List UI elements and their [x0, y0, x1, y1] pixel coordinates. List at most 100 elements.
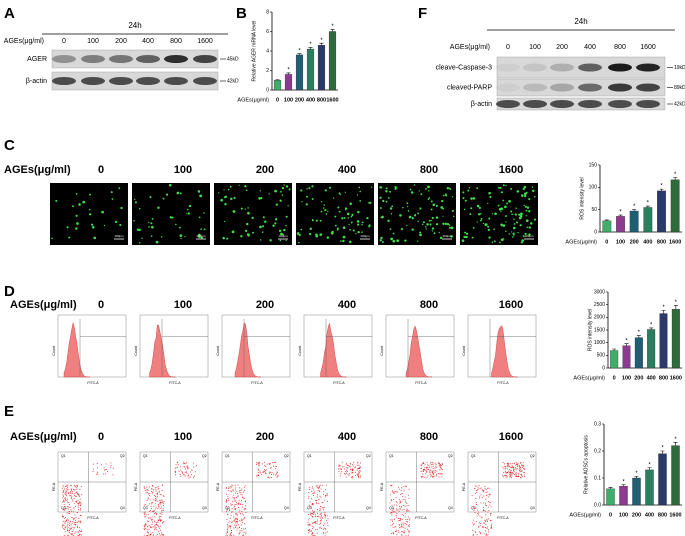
event	[326, 493, 328, 495]
event	[65, 495, 67, 497]
cell	[410, 191, 414, 194]
event	[502, 476, 504, 478]
cell	[247, 207, 249, 209]
event	[144, 487, 146, 489]
event	[397, 491, 399, 493]
event	[68, 510, 70, 512]
cell	[285, 224, 287, 227]
event	[401, 518, 403, 520]
event	[239, 509, 241, 511]
event	[66, 490, 68, 492]
event	[327, 518, 329, 520]
event	[516, 465, 518, 467]
cell	[199, 194, 202, 198]
event	[507, 472, 509, 474]
event	[489, 520, 491, 522]
event	[160, 493, 162, 495]
cell	[505, 230, 507, 232]
event	[430, 466, 432, 468]
event	[319, 527, 321, 529]
event	[505, 474, 507, 476]
event	[507, 470, 509, 472]
event	[391, 532, 393, 534]
event	[489, 494, 491, 496]
bar	[671, 445, 680, 506]
event	[395, 501, 397, 503]
event	[158, 506, 160, 508]
event	[426, 468, 428, 470]
blot-band	[496, 100, 520, 108]
cell	[446, 187, 450, 190]
cell	[500, 207, 504, 211]
cell	[78, 203, 81, 206]
event	[490, 506, 492, 508]
cell	[323, 207, 325, 209]
event	[393, 498, 395, 500]
event	[71, 510, 73, 512]
event	[63, 490, 65, 492]
significance: *	[309, 42, 312, 48]
blot-band	[608, 63, 632, 72]
cell	[334, 215, 337, 218]
event	[258, 464, 260, 466]
event	[318, 523, 320, 525]
event	[152, 511, 154, 513]
event	[69, 529, 71, 531]
event	[520, 474, 522, 476]
event	[425, 466, 427, 468]
event	[347, 473, 349, 475]
event	[483, 533, 485, 535]
event	[227, 525, 229, 527]
event	[357, 473, 359, 475]
flow-histogram	[149, 324, 176, 378]
flow-frame	[221, 314, 291, 378]
event	[396, 502, 398, 504]
event	[265, 473, 267, 475]
event	[311, 533, 313, 535]
event	[143, 528, 145, 530]
cell	[385, 187, 388, 190]
event	[513, 471, 515, 473]
event	[308, 504, 310, 506]
error-bar	[286, 72, 291, 75]
scale-text: 100μm	[360, 234, 370, 238]
event	[271, 472, 273, 474]
event	[472, 533, 474, 535]
event	[78, 518, 80, 520]
event	[71, 533, 73, 535]
cell	[425, 226, 427, 228]
event	[160, 506, 162, 508]
blot-band	[578, 100, 602, 108]
cell	[120, 206, 123, 210]
event	[432, 475, 434, 477]
event	[195, 465, 197, 467]
event	[241, 519, 243, 521]
cell	[470, 207, 473, 210]
event	[263, 468, 265, 470]
event	[242, 514, 244, 516]
event	[522, 466, 524, 468]
quadrant-label: Q4	[120, 506, 125, 510]
scatter-y-label: PE-A	[462, 482, 466, 491]
cell	[279, 199, 282, 202]
event	[105, 463, 107, 465]
cell	[240, 207, 243, 210]
event	[234, 526, 236, 528]
cell	[389, 190, 391, 193]
event	[319, 508, 321, 510]
event	[355, 471, 357, 473]
event	[321, 517, 323, 519]
event	[479, 497, 481, 499]
significance: *	[674, 172, 677, 178]
cell	[361, 221, 364, 224]
event	[226, 530, 228, 532]
event	[71, 531, 73, 533]
cell	[408, 215, 412, 219]
event	[230, 491, 232, 493]
event	[478, 513, 480, 515]
event	[320, 509, 322, 511]
event	[320, 488, 322, 490]
row-dose: 100	[174, 299, 192, 311]
